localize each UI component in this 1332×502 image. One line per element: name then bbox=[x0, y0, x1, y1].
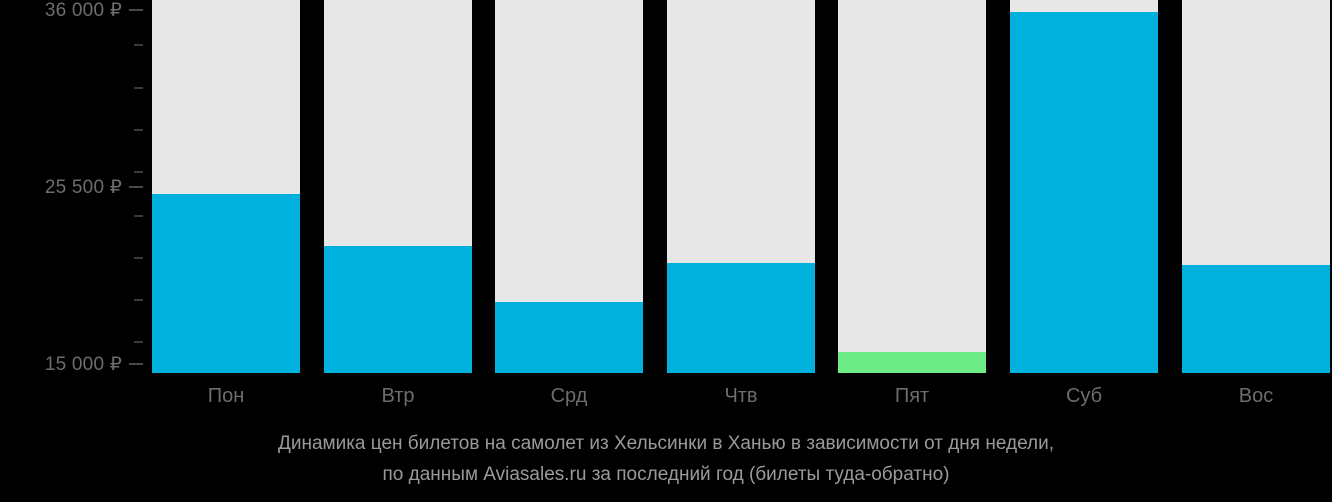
y-axis-tick-dash bbox=[129, 9, 143, 11]
bar-fill-суб bbox=[1010, 12, 1158, 373]
caption-line-2: по данным Aviasales.ru за последний год … bbox=[382, 464, 950, 485]
y-axis-tick-dash bbox=[134, 87, 143, 89]
bar-group[interactable] bbox=[152, 0, 300, 373]
bar-fill-втр bbox=[324, 246, 472, 373]
x-axis-label-пят: Пят bbox=[894, 385, 930, 407]
x-axis-label-суб: Суб bbox=[1065, 385, 1103, 407]
y-axis-tick-dash bbox=[129, 186, 143, 188]
plot-area: 36 000 ₽ 25 500 ₽ 15 000 ₽ bbox=[0, 0, 1330, 375]
bar-group[interactable] bbox=[838, 0, 986, 373]
x-axis-label-втр: Втр bbox=[381, 385, 415, 407]
y-axis-tick-dash bbox=[134, 299, 143, 301]
y-axis-tick-dash bbox=[134, 215, 143, 217]
x-axis-label-вос: Вос bbox=[1238, 385, 1274, 407]
chart-caption: Динамика цен билетов на самолет из Хельс… bbox=[0, 428, 1332, 490]
y-axis-tick-dash bbox=[134, 129, 143, 131]
y-axis-tick-dash bbox=[134, 44, 143, 46]
bar-fill-чтв bbox=[667, 263, 815, 373]
bar-group[interactable] bbox=[324, 0, 472, 373]
bar-fill-пон bbox=[152, 194, 300, 373]
y-axis-tick-label: 36 000 ₽ bbox=[44, 0, 122, 21]
x-axis: Пон Втр Срд Чтв Пят Суб Вос bbox=[0, 373, 1332, 421]
y-axis-tick-dash bbox=[129, 363, 143, 365]
y-axis: 36 000 ₽ 25 500 ₽ 15 000 ₽ bbox=[0, 0, 152, 375]
y-axis-tick-label: 15 000 ₽ bbox=[44, 353, 122, 375]
bar-group[interactable] bbox=[1010, 0, 1158, 373]
bar-fill-вос bbox=[1182, 265, 1330, 373]
x-axis-label-пон: Пон bbox=[207, 385, 245, 407]
x-axis-label-чтв: Чтв bbox=[724, 385, 758, 407]
y-axis-tick-label: 25 500 ₽ bbox=[44, 176, 122, 198]
bar-group[interactable] bbox=[1182, 0, 1330, 373]
bar-group[interactable] bbox=[495, 0, 643, 373]
bars-layer bbox=[152, 0, 1330, 373]
y-axis-tick-dash bbox=[134, 171, 143, 173]
caption-line-1: Динамика цен билетов на самолет из Хельс… bbox=[277, 433, 1055, 454]
x-axis-label-срд: Срд bbox=[550, 385, 588, 407]
bar-track bbox=[838, 0, 986, 373]
y-axis-tick-dash bbox=[134, 257, 143, 259]
y-axis-tick-dash bbox=[134, 341, 143, 343]
bar-fill-пят bbox=[838, 352, 986, 373]
bar-fill-срд bbox=[495, 302, 643, 373]
bar-group[interactable] bbox=[667, 0, 815, 373]
